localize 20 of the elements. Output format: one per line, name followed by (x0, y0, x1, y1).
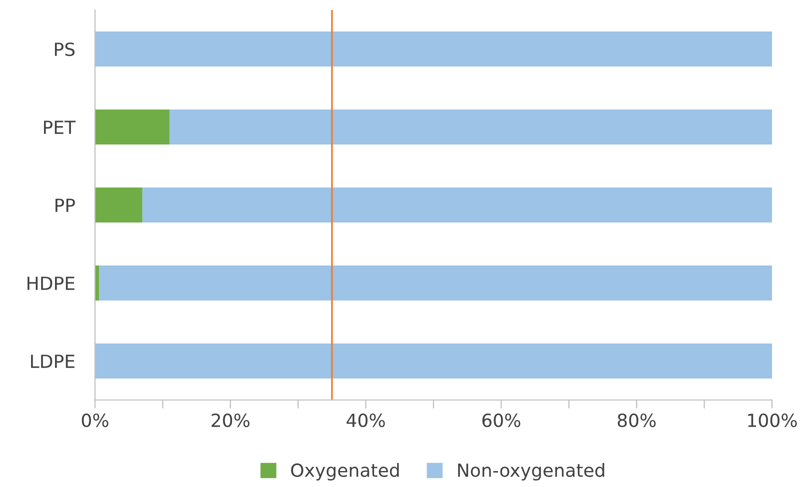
bar (95, 109, 170, 145)
bar (169, 109, 772, 145)
x-tick-label: 100% (748, 414, 797, 428)
y-tick-label: PS (54, 42, 75, 56)
bar (99, 265, 772, 301)
x-tick-label: 0% (82, 414, 108, 428)
bar (142, 187, 772, 223)
bar (95, 343, 772, 379)
bar (95, 187, 142, 223)
bar (95, 31, 772, 67)
y-tick-label: PP (56, 198, 75, 212)
y-tick-label: PET (44, 120, 76, 134)
legend-label: Oxygenated (291, 463, 399, 481)
x-tick-label: 80% (618, 414, 656, 428)
y-tick-label: HDPE (28, 276, 74, 290)
x-tick-label: 60% (482, 414, 520, 428)
legend-label: Non-oxygenated (458, 463, 604, 481)
x-tick-label: 20% (212, 414, 250, 428)
x-tick-label: 40% (346, 414, 385, 428)
y-tick-label: LDPE (31, 354, 74, 368)
